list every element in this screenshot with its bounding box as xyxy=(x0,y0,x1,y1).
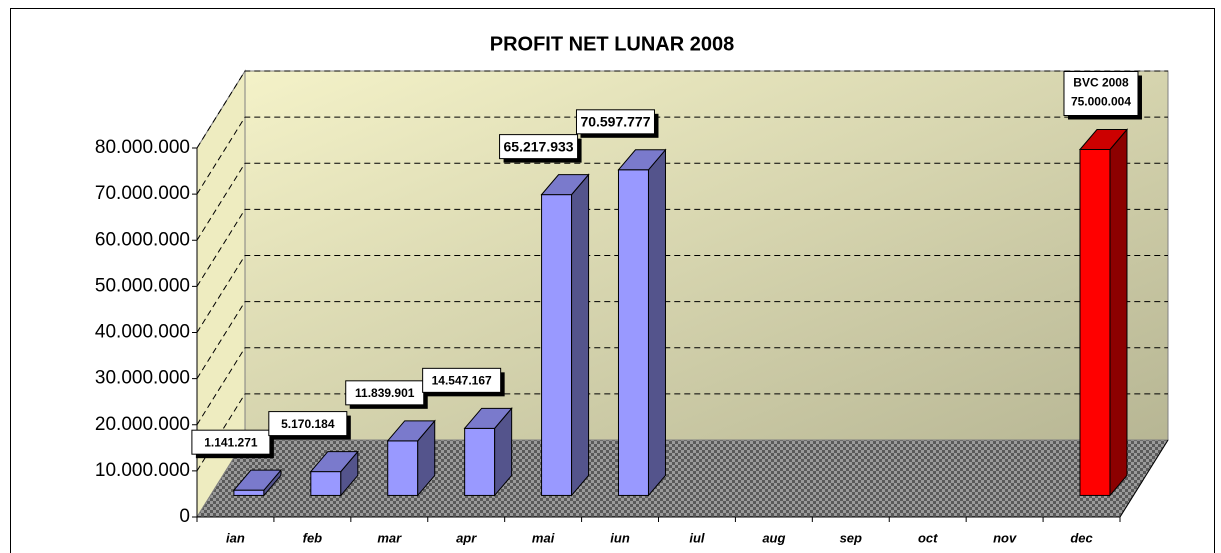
y-tick-label: 30.000.000 xyxy=(95,368,190,389)
y-tick-label: 70.000.000 xyxy=(95,183,190,204)
value-label: 14.547.167 xyxy=(432,374,492,388)
y-tick-label: 10.000.000 xyxy=(95,460,190,481)
bar-top xyxy=(617,149,667,171)
y-tick-label: 0 xyxy=(179,506,190,527)
value-label: 65.217.933 xyxy=(504,138,574,154)
bar-front xyxy=(233,489,265,496)
bar xyxy=(386,419,436,497)
label-box xyxy=(1063,71,1139,117)
grid-line xyxy=(196,347,1168,426)
bar xyxy=(1078,128,1129,497)
x-tick-label: apr xyxy=(456,530,477,545)
bar-front xyxy=(310,471,342,496)
grid-line xyxy=(196,116,1168,195)
label-box xyxy=(191,429,271,455)
y-tick-label: 60.000.000 xyxy=(95,229,190,250)
x-tick-label: aug xyxy=(762,530,785,545)
label-box xyxy=(422,367,502,393)
x-tick-label: sep xyxy=(840,530,862,545)
x-tick-label: mai xyxy=(532,530,555,545)
bar-top xyxy=(386,420,436,442)
x-tick-label: feb xyxy=(303,530,323,545)
value-label: 1.141.271 xyxy=(204,435,258,449)
annotation: BVC 2008 xyxy=(1073,76,1129,90)
bar-front xyxy=(617,169,649,496)
bar-side xyxy=(647,148,666,497)
label-box xyxy=(345,380,425,406)
x-tick-label: nov xyxy=(993,530,1017,545)
bar-front xyxy=(1079,149,1111,496)
y-tick-label: 50.000.000 xyxy=(95,275,190,296)
bar xyxy=(232,468,282,497)
chart-title: PROFIT NET LUNAR 2008 xyxy=(490,33,734,55)
grid-line xyxy=(196,70,1168,149)
label-box xyxy=(499,134,579,160)
value-label: 75.000.004 xyxy=(1071,95,1131,109)
bar-top xyxy=(540,174,590,196)
y-tick-label: 40.000.000 xyxy=(95,322,190,343)
bar xyxy=(617,148,667,497)
y-tick-label: 20.000.000 xyxy=(95,414,190,435)
grid-line xyxy=(196,162,1168,241)
bar-front xyxy=(541,194,573,496)
bar-front xyxy=(464,427,496,496)
bar xyxy=(463,406,513,497)
bar-side xyxy=(571,173,590,497)
value-label: 5.170.184 xyxy=(281,417,335,431)
bar-front xyxy=(387,440,419,496)
x-tick-label: iun xyxy=(610,530,630,545)
grid-line xyxy=(196,255,1168,333)
label-box xyxy=(268,411,348,437)
grid-line xyxy=(196,301,1168,379)
bar-top xyxy=(1078,129,1129,151)
bar xyxy=(309,450,359,497)
bar xyxy=(540,173,590,497)
value-label: 11.839.901 xyxy=(355,386,415,400)
x-tick-label: dec xyxy=(1070,530,1093,545)
x-tick-label: ian xyxy=(226,530,245,545)
value-label: 70.597.777 xyxy=(580,114,650,130)
bar-top xyxy=(309,451,359,473)
x-tick-label: mar xyxy=(377,530,402,545)
x-tick-label: oct xyxy=(918,530,938,545)
y-tick-label: 80.000.000 xyxy=(95,137,190,158)
x-tick-label: iul xyxy=(689,530,705,545)
bar-side xyxy=(1109,128,1128,497)
bar-top xyxy=(463,407,513,429)
grid-line xyxy=(196,208,1168,287)
bar-top xyxy=(232,469,282,491)
label-box xyxy=(575,109,655,135)
